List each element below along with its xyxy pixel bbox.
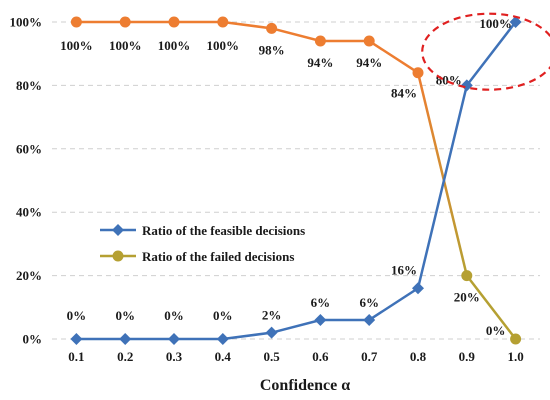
series-line-failed xyxy=(76,20,419,74)
data-label-failed: 0% xyxy=(486,323,506,338)
series-line-failed-tail xyxy=(465,274,517,340)
data-label-feasible: 6% xyxy=(311,295,331,310)
x-tick-label: 0.3 xyxy=(166,349,183,364)
data-label-feasible: 0% xyxy=(213,308,233,323)
y-tick-label: 100% xyxy=(10,15,43,30)
point-feasible xyxy=(509,16,522,28)
y-tick-label: 20% xyxy=(16,268,42,283)
y-tick-label: 60% xyxy=(16,141,42,156)
point-failed xyxy=(70,16,82,28)
point-feasible xyxy=(460,79,473,92)
x-tick-label: 0.5 xyxy=(263,349,280,364)
y-tick-label: 80% xyxy=(16,78,42,93)
data-label-failed: 100% xyxy=(60,38,93,53)
legend-label-failed: Ratio of the failed decisions xyxy=(142,249,294,264)
x-tick-label: 0.6 xyxy=(312,349,329,364)
x-tick-label: 0.8 xyxy=(410,349,427,364)
legend-label-feasible: Ratio of the feasible decisions xyxy=(142,223,305,238)
point-failed xyxy=(168,16,180,28)
x-tick-label: 0.4 xyxy=(215,349,232,364)
data-label-failed: 94% xyxy=(307,55,333,70)
point-feasible xyxy=(314,313,327,326)
data-label-feasible: 100% xyxy=(479,16,512,31)
y-tick-label: 40% xyxy=(16,205,42,220)
point-failed xyxy=(363,35,375,47)
point-feasible xyxy=(168,333,180,345)
x-tick-label: 0.2 xyxy=(117,349,133,364)
legend: Ratio of the feasible decisions Ratio of… xyxy=(100,223,305,264)
point-feasible xyxy=(265,326,278,339)
point-failed xyxy=(461,270,473,282)
point-feasible xyxy=(363,313,376,326)
x-tick-label: 0.1 xyxy=(68,349,84,364)
data-label-feasible: 16% xyxy=(391,262,417,277)
point-failed xyxy=(510,333,522,345)
legend-marker-failed xyxy=(112,250,124,262)
data-label-feasible: 6% xyxy=(359,295,379,310)
data-label-failed: 98% xyxy=(259,42,285,57)
data-label-failed: 100% xyxy=(109,38,142,53)
data-label-feasible: 0% xyxy=(115,308,135,323)
point-failed xyxy=(119,16,131,28)
series-line-feasible xyxy=(76,21,517,341)
data-label-feasible: 80% xyxy=(436,72,462,87)
legend-marker-feasible xyxy=(112,224,124,236)
data-label-failed: 84% xyxy=(391,86,417,101)
x-axis-title: Confidence α xyxy=(260,377,350,394)
point-failed xyxy=(314,35,326,47)
x-tick-label: 0.7 xyxy=(361,349,378,364)
y-tick-label: 0% xyxy=(23,332,43,347)
point-failed xyxy=(412,67,424,79)
point-feasible xyxy=(70,333,83,345)
point-feasible xyxy=(119,333,132,345)
x-tick-label: 1.0 xyxy=(507,349,523,364)
data-label-failed: 100% xyxy=(207,38,240,53)
data-label-feasible: 0% xyxy=(164,308,184,323)
point-feasible xyxy=(412,282,424,295)
point-failed xyxy=(217,16,229,28)
point-feasible xyxy=(216,333,229,345)
data-label-failed: 20% xyxy=(454,290,480,305)
data-label-feasible: 0% xyxy=(67,308,87,323)
data-label-feasible: 2% xyxy=(262,308,282,323)
data-labels: 0% 0% 0% 0% 2% 6% 6% 16% 80% 100% 100% 100% 100% 100%… xyxy=(60,16,512,338)
series-lines xyxy=(70,16,522,345)
x-axis-ticks: 0.1 0.2 0.3 0.4 0.5 0.6 0.7 0.8 0.9 1.0 xyxy=(68,349,523,364)
series-line-failed-transition xyxy=(416,72,469,276)
y-axis-ticks: 0% 20% 40% 60% 80% 100% xyxy=(10,15,43,347)
data-label-failed: 100% xyxy=(158,38,191,53)
data-label-failed: 94% xyxy=(356,55,382,70)
point-failed xyxy=(266,22,278,34)
x-tick-label: 0.9 xyxy=(459,349,476,364)
